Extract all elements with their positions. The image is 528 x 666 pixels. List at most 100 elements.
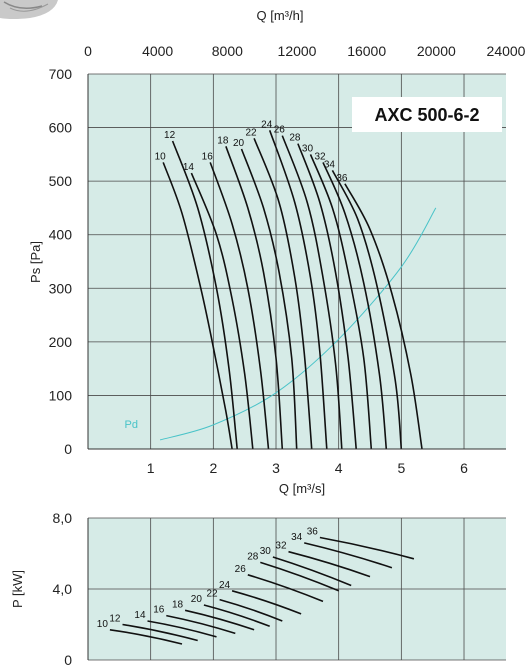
power-curve-label-18: 18 — [172, 599, 184, 610]
x-tick-label: 5 — [397, 460, 405, 476]
curve-label-24: 24 — [261, 119, 273, 130]
x2-tick-label: 8000 — [212, 43, 243, 59]
x2-tick-label: 24000 — [487, 43, 526, 59]
curve-32 — [322, 162, 388, 450]
power-curve-14 — [147, 620, 217, 638]
y-tick-label: 0 — [64, 441, 72, 457]
power-curve-label-30: 30 — [260, 546, 272, 557]
curve-10 — [162, 162, 233, 450]
power-curve-label-22: 22 — [206, 589, 218, 600]
power-curve-20 — [203, 604, 270, 628]
x2-tick-label: 0 — [84, 43, 92, 59]
curve-label-32: 32 — [314, 151, 326, 162]
y-tick-label: 400 — [49, 227, 73, 243]
curve-label-12: 12 — [164, 130, 176, 141]
power-curve-24 — [231, 590, 302, 615]
x-tick-label: 4 — [335, 460, 343, 476]
x2-axis-title: Q [m³/h] — [257, 8, 304, 23]
curve-28 — [297, 143, 357, 450]
x2-tick-label: 16000 — [347, 43, 386, 59]
power-curves — [109, 536, 415, 645]
curve-label-18: 18 — [217, 135, 229, 146]
x-tick-label: 1 — [147, 460, 155, 476]
curve-16 — [209, 162, 270, 450]
power-curve-label-16: 16 — [153, 605, 165, 616]
y-tick-label: 700 — [49, 66, 73, 82]
curve-label-30: 30 — [302, 143, 314, 154]
curve-20 — [240, 148, 298, 450]
y-axis-title: Ps [Pa] — [28, 241, 43, 283]
curve-24 — [268, 130, 328, 450]
power-curve-22 — [219, 598, 283, 622]
power-y-axis-title: P [kW] — [10, 570, 25, 608]
main-grid — [88, 73, 506, 450]
power-grid — [88, 517, 506, 661]
power-curve-label-36: 36 — [307, 527, 319, 538]
curve-12 — [171, 140, 238, 450]
curve-label-14: 14 — [183, 162, 195, 173]
y-tick-label: 500 — [49, 173, 73, 189]
power-curve-label-12: 12 — [109, 614, 121, 625]
model-title: AXC 500-6-2 — [374, 105, 479, 125]
curve-label-16: 16 — [202, 151, 214, 162]
x-tick-label: 3 — [272, 460, 280, 476]
power-curve-32 — [288, 550, 371, 578]
power-curve-28 — [260, 561, 340, 592]
fan-product-image — [0, 0, 58, 19]
x-tick-label: 2 — [209, 460, 217, 476]
curve-label-10: 10 — [155, 151, 167, 162]
power-curve-18 — [184, 609, 255, 631]
power-curve-label-20: 20 — [191, 594, 203, 605]
power-curve-34 — [304, 542, 393, 569]
power-y-tick-label: 0 — [64, 652, 72, 666]
power-curve-label-34: 34 — [291, 532, 303, 543]
curve-label-36: 36 — [336, 173, 348, 184]
power-curve-12 — [122, 623, 198, 642]
x2-tick-label: 20000 — [417, 43, 456, 59]
curve-label-22: 22 — [246, 127, 258, 138]
curve-label-34: 34 — [324, 159, 336, 170]
curve-22 — [253, 138, 313, 450]
curve-label-20: 20 — [233, 138, 245, 149]
power-curve-26 — [247, 574, 324, 603]
x2-tick-label: 4000 — [142, 43, 173, 59]
power-curve-label-28: 28 — [247, 551, 259, 562]
y-tick-label: 100 — [49, 387, 73, 403]
curve-18 — [225, 146, 284, 450]
power-y-tick-label: 8,0 — [53, 510, 73, 526]
pd-curve-label: Pd — [125, 419, 138, 431]
power-curve-label-14: 14 — [134, 610, 146, 621]
y-tick-label: 600 — [49, 120, 73, 136]
x-axis-title: Q [m³/s] — [279, 481, 325, 496]
curve-14 — [190, 172, 254, 450]
power-curve-label-26: 26 — [235, 564, 247, 575]
power-y-tick-label: 4,0 — [53, 581, 73, 597]
pd-curve — [159, 207, 437, 441]
power-curve-16 — [166, 614, 236, 635]
curve-30 — [309, 154, 373, 450]
power-curve-30 — [272, 556, 352, 587]
main-curves — [159, 130, 437, 450]
main-plot-background — [88, 74, 506, 449]
power-curve-36 — [319, 536, 415, 560]
curve-label-28: 28 — [289, 133, 301, 144]
x-tick-label: 6 — [460, 460, 468, 476]
power-curve-label-32: 32 — [275, 541, 287, 552]
power-curve-label-10: 10 — [97, 619, 109, 630]
curve-26 — [281, 135, 343, 450]
curve-label-26: 26 — [274, 125, 286, 136]
power-curve-10 — [109, 629, 183, 645]
x2-tick-label: 12000 — [278, 43, 317, 59]
y-tick-label: 200 — [49, 334, 73, 350]
power-axes: 0 4,0 8,0 — [53, 510, 89, 666]
power-curve-label-24: 24 — [219, 580, 231, 591]
y-tick-label: 300 — [49, 280, 73, 296]
curve-36 — [344, 183, 423, 450]
model-title-box — [352, 97, 502, 132]
